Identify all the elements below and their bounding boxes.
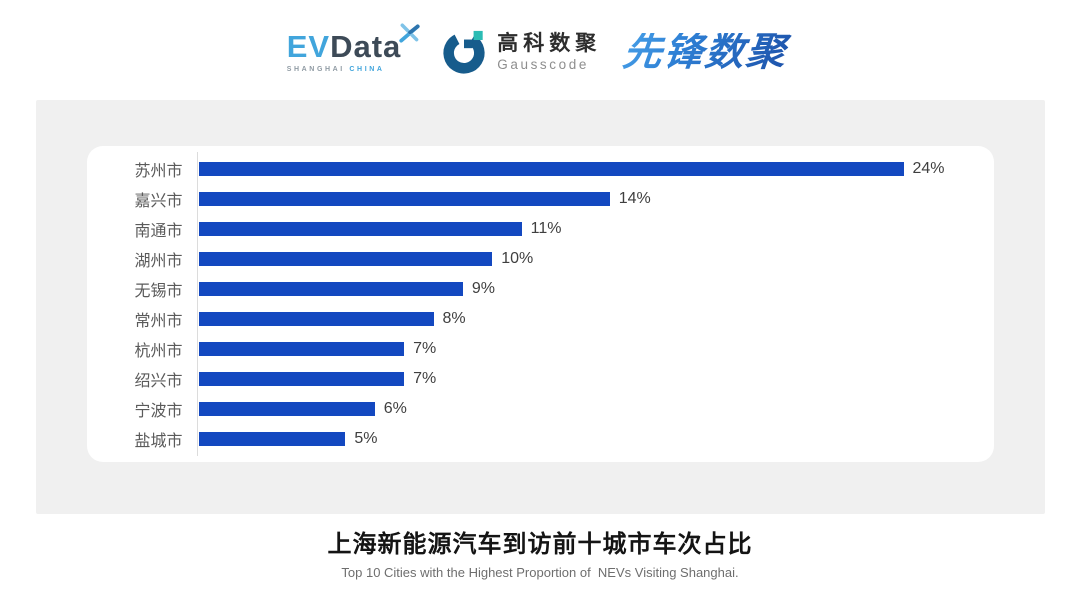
chart-row: 苏州市 24% [87, 154, 994, 184]
chart-row: 杭州市 7% [87, 334, 994, 364]
value-label: 24% [912, 160, 945, 177]
bar [198, 252, 493, 266]
bar [198, 162, 904, 176]
value-label: 7% [413, 340, 437, 357]
gausscode-logo: 高科数聚 Gausscode [441, 29, 601, 75]
value-label: 9% [471, 280, 495, 297]
evdata-logo: EVData SHANGHAI CHINA [287, 23, 420, 73]
xianfeng-shuju-logo: 先锋数聚 [621, 31, 795, 74]
evdata-spark-icon [399, 23, 420, 43]
bar-chart: 苏州市 24% 嘉兴市 14% 南通市 11% 湖州市 10% 无锡市 9% 常州市 8% 杭州市 7% 绍… [87, 150, 994, 458]
chart-row: 盐城市 5% [87, 424, 994, 454]
category-label: 盐城市 [134, 433, 183, 450]
value-label: 7% [413, 370, 437, 387]
gausscode-g-icon [443, 30, 485, 74]
gausscode-en-text: Gausscode [497, 57, 589, 73]
category-label: 湖州市 [134, 253, 183, 270]
evdata-shanghai-text: SHANGHAI [286, 66, 345, 73]
evdata-ev-text: EV [286, 29, 331, 64]
bar [198, 432, 346, 446]
value-label: 8% [442, 310, 466, 327]
chart-row: 湖州市 10% [87, 244, 994, 274]
evdata-subtext: SHANGHAI CHINA [287, 66, 402, 73]
gausscode-cn-text: 高科数聚 [497, 31, 602, 55]
bar [198, 192, 610, 206]
bar [198, 342, 405, 356]
caption: 上海新能源汽车到访前十城市车次占比 Top 10 Cities with the… [0, 531, 1080, 580]
value-label: 6% [383, 400, 407, 417]
chart-card: 苏州市 24% 嘉兴市 14% 南通市 11% 湖州市 10% 无锡市 9% 常州市 8% 杭州市 7% 绍… [35, 100, 1045, 514]
chart-row: 无锡市 9% [87, 274, 994, 304]
chart-title: 上海新能源汽车到访前十城市车次占比 [327, 531, 753, 558]
category-label: 嘉兴市 [134, 193, 183, 210]
chart-panel: 苏州市 24% 嘉兴市 14% 南通市 11% 湖州市 10% 无锡市 9% 常州市 8% 杭州市 7% 绍… [86, 146, 994, 462]
chart-row: 宁波市 6% [87, 394, 994, 424]
category-label: 无锡市 [134, 283, 183, 300]
category-label: 绍兴市 [134, 373, 183, 390]
category-label: 南通市 [134, 223, 183, 240]
chart-subtitle: Top 10 Cities with the Highest Proportio… [341, 564, 739, 580]
evdata-data-text: Data [330, 29, 402, 64]
category-label: 苏州市 [134, 163, 183, 180]
value-label: 10% [501, 250, 534, 267]
category-label: 杭州市 [134, 343, 183, 360]
gausscode-text: 高科数聚 Gausscode [497, 32, 601, 72]
value-label: 11% [530, 220, 562, 237]
bar [198, 282, 463, 296]
category-label: 宁波市 [134, 403, 183, 420]
value-label: 14% [618, 190, 651, 207]
value-label: 5% [354, 430, 378, 447]
evdata-china-text: CHINA [349, 66, 385, 73]
logo-bar: EVData SHANGHAI CHINA 高科数聚 Gausscode [0, 0, 1080, 100]
bar [198, 372, 405, 386]
bar [198, 312, 434, 326]
chart-row: 嘉兴市 14% [87, 184, 994, 214]
chart-row: 南通市 11% [87, 214, 994, 244]
bar [198, 222, 522, 236]
category-label: 常州市 [134, 313, 183, 330]
evdata-wordmark: EVData [287, 31, 402, 62]
bar [198, 402, 375, 416]
axis-line [196, 152, 198, 456]
chart-row: 常州市 8% [87, 304, 994, 334]
chart-row: 绍兴市 7% [87, 364, 994, 394]
